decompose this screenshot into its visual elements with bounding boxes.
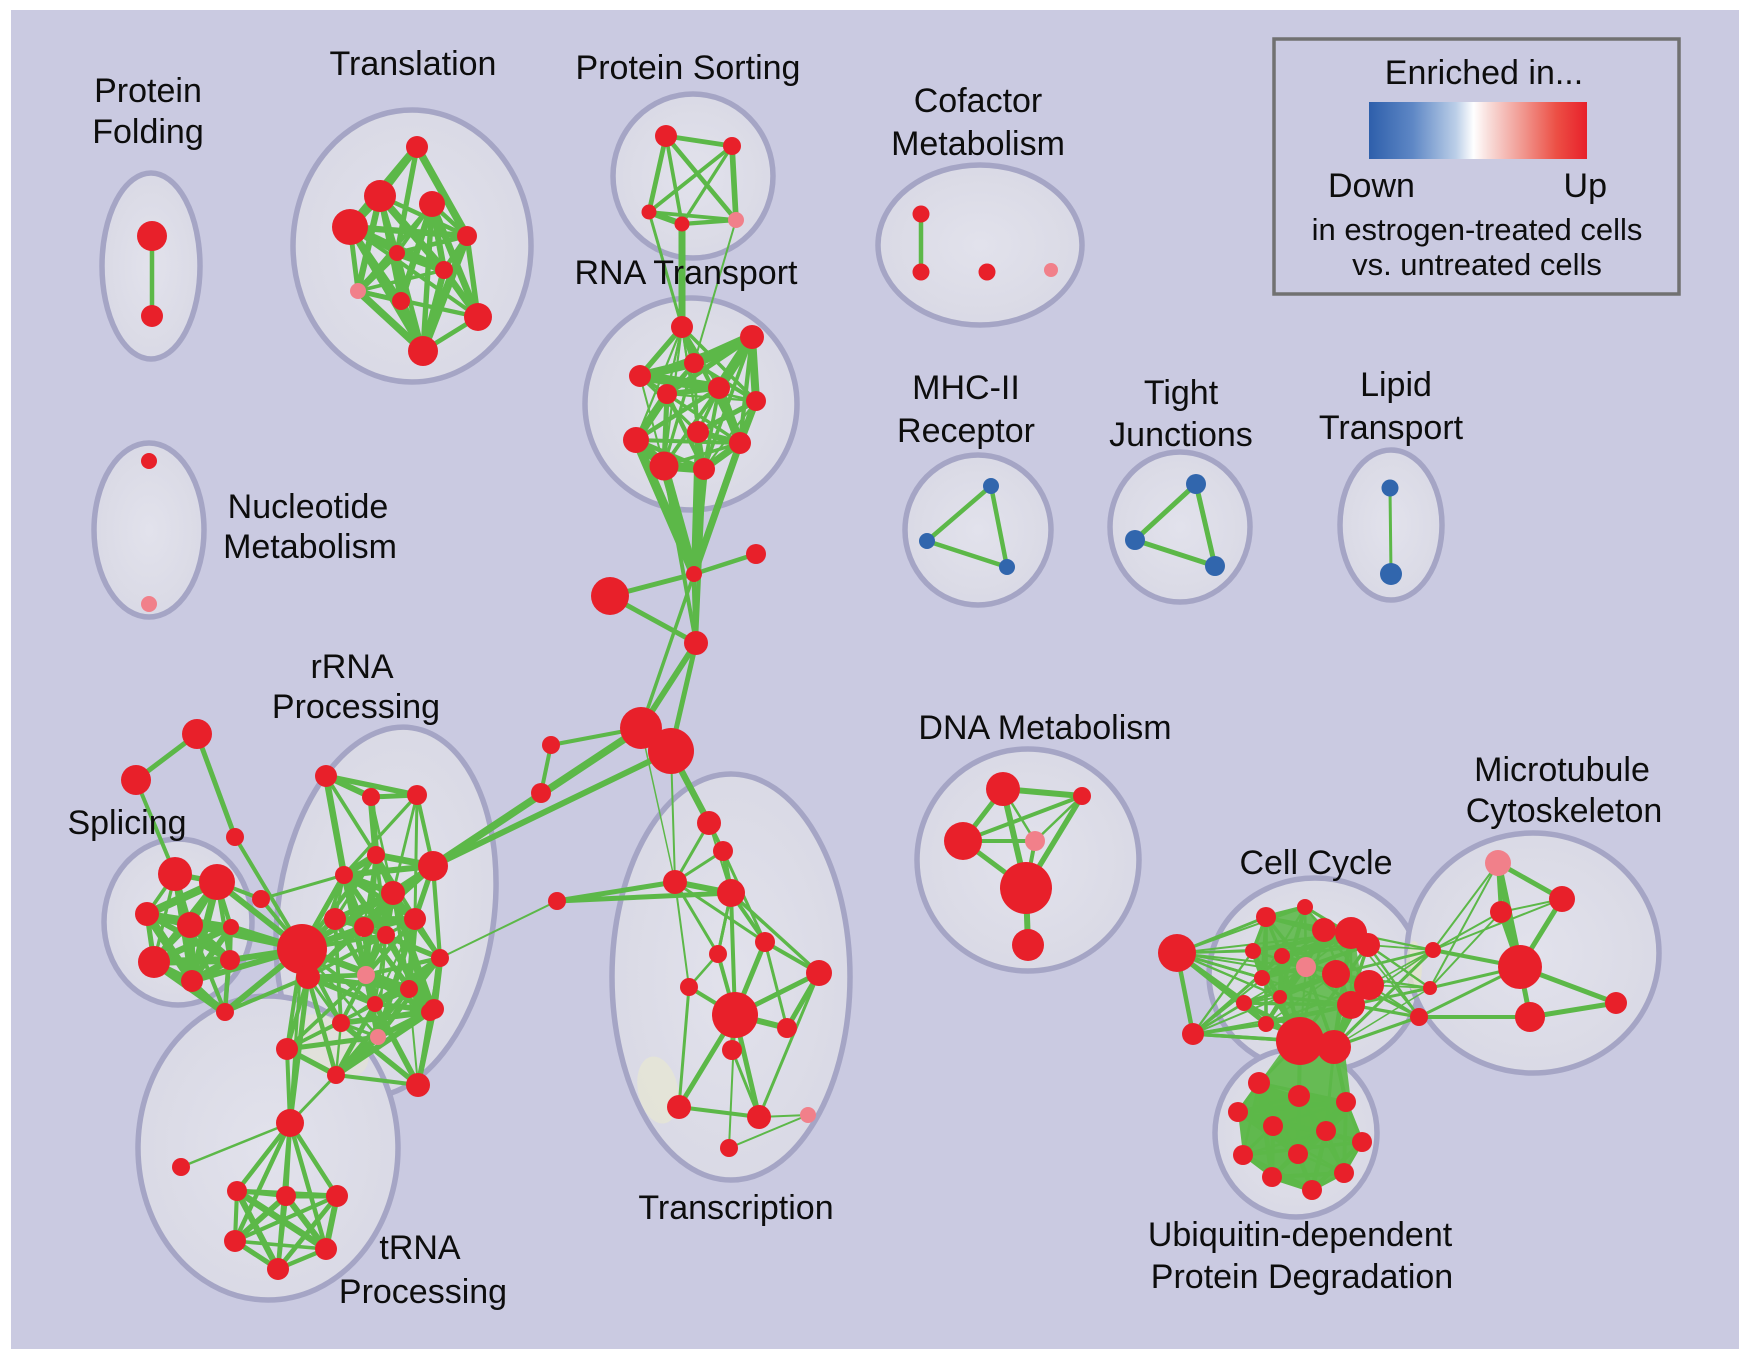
svg-text:Receptor: Receptor xyxy=(897,412,1035,450)
svg-text:Splicing: Splicing xyxy=(67,804,186,842)
svg-text:Metabolism: Metabolism xyxy=(223,528,397,566)
svg-text:Tight: Tight xyxy=(1144,374,1219,412)
svg-text:rRNA: rRNA xyxy=(310,648,393,686)
svg-text:Protein: Protein xyxy=(94,72,202,110)
svg-text:MHC-II: MHC-II xyxy=(912,369,1020,407)
svg-text:Translation: Translation xyxy=(330,45,497,83)
svg-text:Processing: Processing xyxy=(339,1273,507,1311)
svg-text:Protein Sorting: Protein Sorting xyxy=(576,49,801,87)
svg-text:Up: Up xyxy=(1564,167,1607,205)
svg-text:Cytoskeleton: Cytoskeleton xyxy=(1466,792,1663,830)
svg-text:Ubiquitin-dependent: Ubiquitin-dependent xyxy=(1148,1216,1453,1254)
svg-text:Transport: Transport xyxy=(1319,409,1464,447)
svg-text:Transcription: Transcription xyxy=(638,1189,833,1227)
svg-text:Lipid: Lipid xyxy=(1360,366,1432,404)
svg-text:Junctions: Junctions xyxy=(1109,416,1253,454)
svg-text:Cofactor: Cofactor xyxy=(914,82,1043,120)
svg-text:in estrogen-treated cells: in estrogen-treated cells xyxy=(1312,212,1643,247)
svg-text:vs. untreated cells: vs. untreated cells xyxy=(1352,247,1602,282)
svg-text:RNA Transport: RNA Transport xyxy=(575,254,799,292)
svg-text:Folding: Folding xyxy=(92,113,204,151)
svg-text:Enriched in...: Enriched in... xyxy=(1385,54,1583,92)
svg-text:tRNA: tRNA xyxy=(379,1229,461,1267)
svg-text:Down: Down xyxy=(1328,167,1415,205)
svg-text:Microtubule: Microtubule xyxy=(1474,751,1650,789)
svg-text:Cell Cycle: Cell Cycle xyxy=(1239,844,1392,882)
svg-text:DNA Metabolism: DNA Metabolism xyxy=(918,709,1171,747)
svg-text:Protein Degradation: Protein Degradation xyxy=(1151,1258,1453,1296)
svg-text:Nucleotide: Nucleotide xyxy=(228,488,389,526)
svg-text:Processing: Processing xyxy=(272,688,440,726)
svg-text:Metabolism: Metabolism xyxy=(891,125,1065,163)
